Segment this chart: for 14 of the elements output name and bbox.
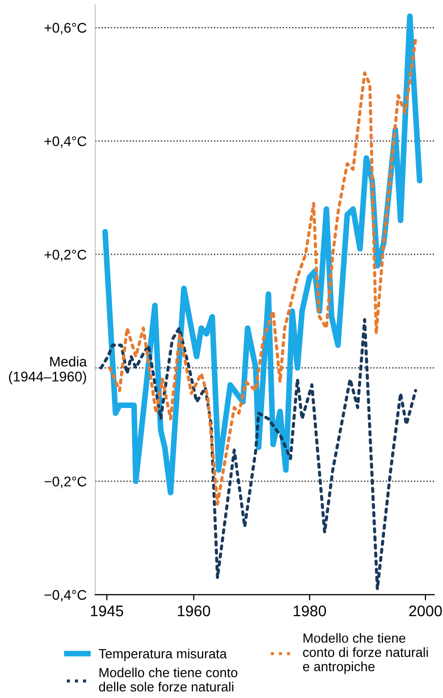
y-tick-label: Media (1944–1960) [9, 356, 87, 384]
x-tick-label: 1945 [91, 606, 124, 616]
y-tick-label: +0,4°C [44, 136, 86, 148]
line-series [100, 318, 418, 591]
y-tick-label: +0,2°C [44, 250, 86, 262]
x-tick-label: 1960 [178, 606, 210, 616]
legend-label: Modello che tiene conto di forze naturali e antropiche [303, 633, 428, 674]
y-tick-label: −0,4°C [44, 590, 86, 602]
legend-label: Temperatura misurata [98, 648, 227, 661]
y-tick-label: −0,2°C [44, 476, 86, 488]
x-tick-label: 1980 [294, 606, 326, 616]
x-tick-label: 2000 [409, 606, 442, 616]
legend-label: Modello che tiene conto delle sole forze naturali [99, 668, 238, 692]
y-tick-label: +0,6°C [44, 22, 86, 34]
